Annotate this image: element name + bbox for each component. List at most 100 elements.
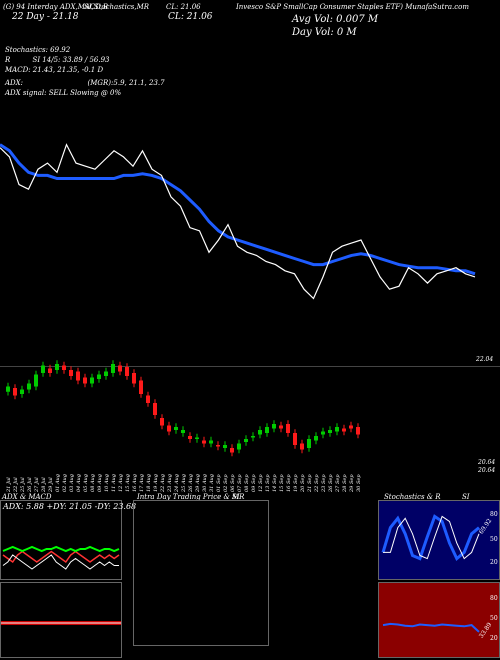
date-tick: 25 Aug [181,474,187,492]
date-tick: 12 Sep [258,474,264,492]
candle-body [34,374,38,387]
candle-body [174,427,178,430]
ma-line [0,143,476,276]
candle-body [6,386,10,392]
intraday-panel-si: SI [232,493,240,501]
date-tick: 21 Sep [307,474,313,492]
date-tick: 24 Aug [174,474,180,492]
stoch-tick-50: 50 [490,536,498,543]
date-tick: 10 Aug [104,474,110,492]
date-tick: 12 Aug [118,474,124,492]
date-tick: 01 Aug [55,474,61,492]
candle-body [244,439,248,442]
candle-body [202,440,206,444]
date-tick: 03 Aug [69,474,75,492]
adx-signal: ADX signal: SELL Slowing @ 0% [5,89,122,97]
candle-body [223,445,227,448]
candle-body [195,437,199,439]
avg-volume: Avg Vol: 0.007 M [292,14,379,25]
intraday-panel [133,500,269,646]
stoch-panel-title: Stochastics & R [384,493,441,501]
candle-body [279,425,283,429]
date-tick: 11 Aug [111,474,117,492]
price-axis-low-1: 20.64 [478,459,496,466]
date-tick: 08 Sep [244,474,250,492]
candle-body [27,383,31,390]
candle-body [104,371,108,376]
adx-lines [2,545,120,570]
stochastics-panel: 80 50 20 69.92 [378,500,500,580]
date-tick: 13 Sep [265,474,271,492]
date-tick: 26 Jul [27,477,33,492]
stochastics-readout: Stochastics: 69.92 [5,46,71,54]
date-tick: 15 Sep [279,474,285,492]
candle-body [41,365,45,373]
candle-body [265,427,269,433]
date-tick: 23 Aug [167,474,173,492]
candle-body [293,433,297,445]
candle-body [153,403,157,415]
day-volume: Day Vol: 0 M [292,27,357,38]
date-tick: 29 Aug [195,474,201,492]
date-tick: 22 Aug [160,474,166,492]
candle-body [69,370,73,376]
candle-body [272,424,276,429]
stochastics-slow-line [383,515,480,560]
candle-body [118,365,122,372]
stoch-tick-20: 20 [490,559,498,566]
candle-body [139,380,143,394]
candle-body [286,424,290,433]
price-axis-low-2: 20.64 [478,467,496,474]
rsi-panel: 80 50 20 33.89 [378,582,500,658]
date-tick: 29 Sep [349,474,355,492]
adx-panel-title: ADX & MACD [2,493,52,501]
date-tick: 05 Aug [83,474,89,492]
date-tick: 19 Aug [153,474,159,492]
candle-body [160,418,164,426]
price-ma-chart [0,143,476,300]
candle-body [111,364,115,373]
date-axis: 21 Jul 22 Jul 25 Jul 26 Jul 27 Jul 28 Jul 29 J… [0,466,480,494]
date-tick: 16 Sep [286,474,292,492]
header-si-segment: SI,Stochastics,MR [84,3,150,11]
stoch-tick-80: 80 [490,511,498,518]
candle-body [125,367,129,376]
date-tick: 27 Jul [34,477,40,492]
date-tick: 07 Sep [237,474,243,492]
candle-body [97,374,101,379]
day-change: 22 Day - 21.18 [12,12,79,22]
candle-body [20,389,24,394]
date-tick: 27 Sep [335,474,341,492]
date-tick: 15 Aug [125,474,131,492]
rsi-tick-20: 20 [490,635,498,642]
date-tick: 22 Sep [314,474,320,492]
header-cl-segment: CL: 21.06 [166,3,201,11]
candle-body [188,436,192,439]
date-tick: 02 Aug [62,474,68,492]
intraday-panel-title: Intra Day Trading Price & MR [137,493,245,501]
date-tick: 29 Jul [48,477,54,492]
candle-body [167,425,171,432]
macd-lines [1,621,121,625]
rsi-line [382,622,480,633]
adx-panel: ADX: 5.88 +DY: 21.05 -DY: 23.68 [0,500,136,580]
date-tick: 31 Aug [209,474,215,492]
candle-body [55,364,59,370]
candle-body [13,388,17,396]
candle-body [146,395,150,403]
candle-body [230,448,234,453]
candle-body [307,439,311,448]
candle-body [48,368,52,373]
candle-body [349,425,353,429]
candle-body [209,440,213,444]
candle-body [321,431,325,435]
candle-body [237,443,241,450]
date-tick: 19 Sep [293,474,299,492]
candlestick-chart [6,360,360,457]
stochastics-lines [381,514,480,561]
candle-body [132,373,136,384]
candle-body [328,430,332,433]
rsi-tick-50: 50 [490,615,498,622]
stoch-panel-si: SI [462,493,470,501]
price-axis-top: 22.04 [476,356,494,363]
